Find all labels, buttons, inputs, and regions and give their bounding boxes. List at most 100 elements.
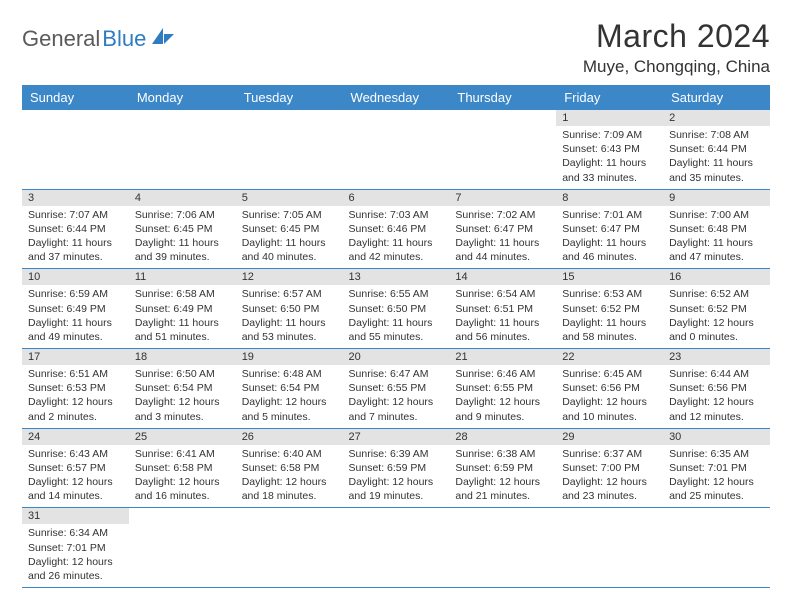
day-details: Sunrise: 7:09 AMSunset: 6:43 PMDaylight:… xyxy=(556,126,663,189)
day-number: 4 xyxy=(129,190,236,206)
calendar-day-cell: 17Sunrise: 6:51 AMSunset: 6:53 PMDayligh… xyxy=(22,349,129,429)
daylight-text: Daylight: 11 hours and 53 minutes. xyxy=(242,316,337,344)
day-number: 30 xyxy=(663,429,770,445)
weekday-header: Tuesday xyxy=(236,85,343,110)
day-number: 27 xyxy=(343,429,450,445)
sunset-text: Sunset: 6:54 PM xyxy=(135,381,230,395)
calendar-day-cell xyxy=(449,110,556,189)
calendar-day-cell: 12Sunrise: 6:57 AMSunset: 6:50 PMDayligh… xyxy=(236,269,343,349)
daylight-text: Daylight: 12 hours and 16 minutes. xyxy=(135,475,230,503)
day-number: 16 xyxy=(663,269,770,285)
day-number: 1 xyxy=(556,110,663,126)
day-number: 29 xyxy=(556,429,663,445)
day-number: 31 xyxy=(22,508,129,524)
daylight-text: Daylight: 12 hours and 5 minutes. xyxy=(242,395,337,423)
day-number: 28 xyxy=(449,429,556,445)
sunrise-text: Sunrise: 6:58 AM xyxy=(135,287,230,301)
calendar-day-cell: 19Sunrise: 6:48 AMSunset: 6:54 PMDayligh… xyxy=(236,349,343,429)
location: Muye, Chongqing, China xyxy=(583,57,770,77)
sunset-text: Sunset: 6:49 PM xyxy=(28,302,123,316)
calendar-day-cell: 10Sunrise: 6:59 AMSunset: 6:49 PMDayligh… xyxy=(22,269,129,349)
sunset-text: Sunset: 6:44 PM xyxy=(669,142,764,156)
calendar-day-cell xyxy=(343,110,450,189)
calendar-day-cell xyxy=(236,508,343,588)
daylight-text: Daylight: 12 hours and 3 minutes. xyxy=(135,395,230,423)
calendar-day-cell: 14Sunrise: 6:54 AMSunset: 6:51 PMDayligh… xyxy=(449,269,556,349)
calendar-day-cell: 21Sunrise: 6:46 AMSunset: 6:55 PMDayligh… xyxy=(449,349,556,429)
sunrise-text: Sunrise: 6:35 AM xyxy=(669,447,764,461)
day-number: 17 xyxy=(22,349,129,365)
daylight-text: Daylight: 11 hours and 56 minutes. xyxy=(455,316,550,344)
calendar-day-cell xyxy=(129,508,236,588)
daylight-text: Daylight: 12 hours and 10 minutes. xyxy=(562,395,657,423)
calendar-week-row: 10Sunrise: 6:59 AMSunset: 6:49 PMDayligh… xyxy=(22,269,770,349)
sunset-text: Sunset: 6:59 PM xyxy=(455,461,550,475)
calendar-day-cell xyxy=(236,110,343,189)
sunset-text: Sunset: 6:57 PM xyxy=(28,461,123,475)
daylight-text: Daylight: 12 hours and 19 minutes. xyxy=(349,475,444,503)
weekday-header: Thursday xyxy=(449,85,556,110)
calendar-week-row: 3Sunrise: 7:07 AMSunset: 6:44 PMDaylight… xyxy=(22,189,770,269)
sunrise-text: Sunrise: 6:47 AM xyxy=(349,367,444,381)
daylight-text: Daylight: 12 hours and 25 minutes. xyxy=(669,475,764,503)
day-details: Sunrise: 7:05 AMSunset: 6:45 PMDaylight:… xyxy=(236,206,343,269)
calendar-day-cell xyxy=(449,508,556,588)
sunset-text: Sunset: 6:47 PM xyxy=(455,222,550,236)
day-details: Sunrise: 6:44 AMSunset: 6:56 PMDaylight:… xyxy=(663,365,770,428)
daylight-text: Daylight: 11 hours and 39 minutes. xyxy=(135,236,230,264)
day-number: 19 xyxy=(236,349,343,365)
sunrise-text: Sunrise: 6:48 AM xyxy=(242,367,337,381)
calendar-day-cell: 27Sunrise: 6:39 AMSunset: 6:59 PMDayligh… xyxy=(343,428,450,508)
day-number: 12 xyxy=(236,269,343,285)
header: GeneralBlue March 2024 Muye, Chongqing, … xyxy=(22,18,770,77)
day-number: 7 xyxy=(449,190,556,206)
weekday-header: Sunday xyxy=(22,85,129,110)
day-number: 18 xyxy=(129,349,236,365)
sail-icon xyxy=(150,26,176,52)
sunset-text: Sunset: 6:58 PM xyxy=(242,461,337,475)
sunset-text: Sunset: 6:52 PM xyxy=(669,302,764,316)
day-details: Sunrise: 7:07 AMSunset: 6:44 PMDaylight:… xyxy=(22,206,129,269)
sunset-text: Sunset: 6:43 PM xyxy=(562,142,657,156)
daylight-text: Daylight: 11 hours and 55 minutes. xyxy=(349,316,444,344)
brand-part2: Blue xyxy=(102,26,146,52)
sunrise-text: Sunrise: 7:00 AM xyxy=(669,208,764,222)
calendar-day-cell xyxy=(343,508,450,588)
day-details: Sunrise: 6:34 AMSunset: 7:01 PMDaylight:… xyxy=(22,524,129,587)
daylight-text: Daylight: 11 hours and 47 minutes. xyxy=(669,236,764,264)
day-details: Sunrise: 6:50 AMSunset: 6:54 PMDaylight:… xyxy=(129,365,236,428)
sunrise-text: Sunrise: 6:52 AM xyxy=(669,287,764,301)
sunset-text: Sunset: 6:56 PM xyxy=(669,381,764,395)
sunrise-text: Sunrise: 6:39 AM xyxy=(349,447,444,461)
day-details: Sunrise: 6:40 AMSunset: 6:58 PMDaylight:… xyxy=(236,445,343,508)
daylight-text: Daylight: 12 hours and 7 minutes. xyxy=(349,395,444,423)
sunset-text: Sunset: 6:51 PM xyxy=(455,302,550,316)
sunrise-text: Sunrise: 7:08 AM xyxy=(669,128,764,142)
day-details: Sunrise: 7:02 AMSunset: 6:47 PMDaylight:… xyxy=(449,206,556,269)
day-details: Sunrise: 6:51 AMSunset: 6:53 PMDaylight:… xyxy=(22,365,129,428)
calendar-day-cell xyxy=(129,110,236,189)
day-details: Sunrise: 7:08 AMSunset: 6:44 PMDaylight:… xyxy=(663,126,770,189)
brand-logo: GeneralBlue xyxy=(22,26,176,52)
calendar-day-cell xyxy=(663,508,770,588)
calendar-week-row: 17Sunrise: 6:51 AMSunset: 6:53 PMDayligh… xyxy=(22,349,770,429)
sunrise-text: Sunrise: 6:40 AM xyxy=(242,447,337,461)
calendar-day-cell: 30Sunrise: 6:35 AMSunset: 7:01 PMDayligh… xyxy=(663,428,770,508)
sunset-text: Sunset: 7:00 PM xyxy=(562,461,657,475)
daylight-text: Daylight: 11 hours and 37 minutes. xyxy=(28,236,123,264)
daylight-text: Daylight: 11 hours and 44 minutes. xyxy=(455,236,550,264)
daylight-text: Daylight: 12 hours and 18 minutes. xyxy=(242,475,337,503)
day-details: Sunrise: 6:43 AMSunset: 6:57 PMDaylight:… xyxy=(22,445,129,508)
calendar-day-cell: 6Sunrise: 7:03 AMSunset: 6:46 PMDaylight… xyxy=(343,189,450,269)
month-title: March 2024 xyxy=(583,18,770,55)
sunrise-text: Sunrise: 6:34 AM xyxy=(28,526,123,540)
sunset-text: Sunset: 6:45 PM xyxy=(242,222,337,236)
day-details: Sunrise: 7:00 AMSunset: 6:48 PMDaylight:… xyxy=(663,206,770,269)
sunrise-text: Sunrise: 7:09 AM xyxy=(562,128,657,142)
sunrise-text: Sunrise: 6:44 AM xyxy=(669,367,764,381)
day-number: 3 xyxy=(22,190,129,206)
day-number: 5 xyxy=(236,190,343,206)
sunset-text: Sunset: 6:49 PM xyxy=(135,302,230,316)
day-details: Sunrise: 6:54 AMSunset: 6:51 PMDaylight:… xyxy=(449,285,556,348)
calendar-week-row: 1Sunrise: 7:09 AMSunset: 6:43 PMDaylight… xyxy=(22,110,770,189)
